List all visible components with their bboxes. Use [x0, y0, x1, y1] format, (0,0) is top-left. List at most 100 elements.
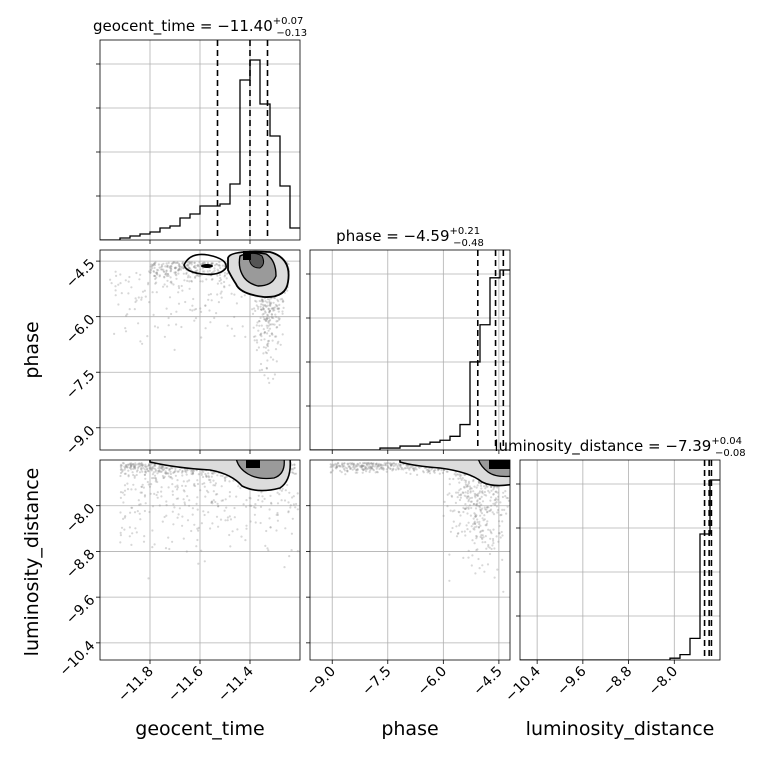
- scatter-point: [171, 490, 174, 493]
- scatter-point: [343, 469, 346, 472]
- scatter-point: [485, 508, 488, 511]
- scatter-point: [151, 505, 155, 508]
- scatter-point: [219, 278, 223, 281]
- scatter-point: [403, 467, 406, 470]
- scatter-point: [126, 466, 129, 469]
- scatter-point: [475, 486, 478, 489]
- scatter-point: [179, 268, 183, 271]
- scatter-point: [390, 464, 393, 467]
- scatter-point: [265, 305, 268, 308]
- scatter-point: [193, 265, 196, 268]
- scatter-point: [371, 465, 374, 468]
- scatter-point: [275, 315, 278, 319]
- scatter-point: [249, 497, 252, 500]
- scatter-point: [159, 470, 162, 473]
- scatter-point: [255, 300, 258, 303]
- scatter-point: [213, 269, 216, 272]
- scatter-point: [133, 463, 136, 467]
- scatter-point: [428, 472, 432, 475]
- scatter-point: [134, 527, 137, 530]
- scatter-point: [203, 262, 206, 265]
- scatter-point: [260, 324, 263, 327]
- scatter-point: [114, 294, 117, 297]
- scatter-point: [506, 497, 509, 500]
- scatter-point: [136, 469, 139, 472]
- scatter-point: [178, 267, 181, 270]
- scatter-point: [466, 489, 470, 493]
- grid-hist-luminosity-distance: [516, 460, 720, 664]
- xtick-label-luminosity-distance: −10.4: [502, 663, 544, 705]
- scatter-point: [489, 530, 492, 534]
- scatter-point: [208, 269, 211, 272]
- scatter-point: [138, 471, 142, 474]
- scatter-point: [130, 543, 133, 547]
- scatter-point: [262, 308, 265, 311]
- density-peak-geocent-time-luminosity-distance: [246, 460, 260, 468]
- scatter-point: [183, 490, 186, 493]
- scatter-point: [151, 465, 154, 468]
- scatter-point: [258, 320, 261, 323]
- scatter-point: [182, 480, 185, 483]
- scatter-point: [275, 529, 278, 532]
- scatter-point: [497, 540, 500, 543]
- scatter-point: [177, 285, 180, 288]
- scatter-point: [375, 462, 378, 465]
- scatter-point: [160, 490, 163, 493]
- scatter-point: [253, 307, 256, 310]
- scatter-point: [481, 492, 484, 495]
- scatter-point: [184, 300, 187, 304]
- scatter-point: [449, 509, 452, 512]
- scatter-point: [288, 555, 291, 558]
- scatter-point: [487, 545, 490, 548]
- scatter-point: [463, 530, 466, 533]
- scatter-point: [166, 279, 169, 282]
- scatter-point: [477, 526, 481, 529]
- scatter-point: [255, 304, 258, 307]
- scatter-point: [186, 276, 190, 279]
- scatter-point: [212, 484, 215, 487]
- scatter-point: [480, 491, 483, 494]
- scatter-point: [149, 265, 152, 268]
- scatter-point: [175, 266, 178, 269]
- scatter-point: [187, 267, 191, 270]
- scatter-point: [361, 465, 364, 468]
- scatter-point: [224, 498, 227, 501]
- scatter-point: [160, 268, 163, 271]
- scatter-point: [366, 462, 369, 465]
- scatter-point: [165, 472, 168, 475]
- scatter-point: [160, 467, 164, 470]
- scatter-point: [276, 326, 279, 329]
- scatter-point: [171, 483, 174, 486]
- scatter-point: [450, 494, 453, 497]
- scatter-point: [165, 262, 168, 265]
- scatter-point: [194, 275, 197, 278]
- scatter-point: [216, 474, 219, 477]
- scatter-point: [196, 508, 199, 511]
- scatter-point: [381, 464, 384, 467]
- scatter-point: [197, 473, 200, 476]
- scatter-point: [396, 464, 399, 468]
- scatter-point: [191, 309, 194, 312]
- scatter-point: [293, 463, 296, 466]
- scatter-point: [191, 472, 195, 475]
- scatter-point: [466, 492, 469, 495]
- scatter-point: [192, 265, 196, 269]
- scatter-point: [209, 481, 212, 484]
- histogram-geocent-time: [100, 59, 300, 240]
- scatter-point: [432, 470, 435, 473]
- scatter-point: [492, 537, 495, 541]
- scatter-point: [132, 467, 135, 470]
- scatter-point: [341, 462, 344, 465]
- scatter-point: [218, 279, 221, 283]
- contours-geocent-time-luminosity-distance: [149, 460, 292, 492]
- scatter-point: [486, 520, 489, 523]
- scatter-point: [286, 483, 289, 487]
- scatter-point: [485, 485, 488, 488]
- scatter-point: [119, 282, 122, 285]
- scatter-point: [119, 534, 122, 537]
- scatter-point: [203, 270, 206, 273]
- scatter-point: [184, 484, 187, 488]
- scatter-point: [441, 471, 444, 474]
- scatter-point: [347, 465, 350, 468]
- scatter-point: [492, 542, 495, 545]
